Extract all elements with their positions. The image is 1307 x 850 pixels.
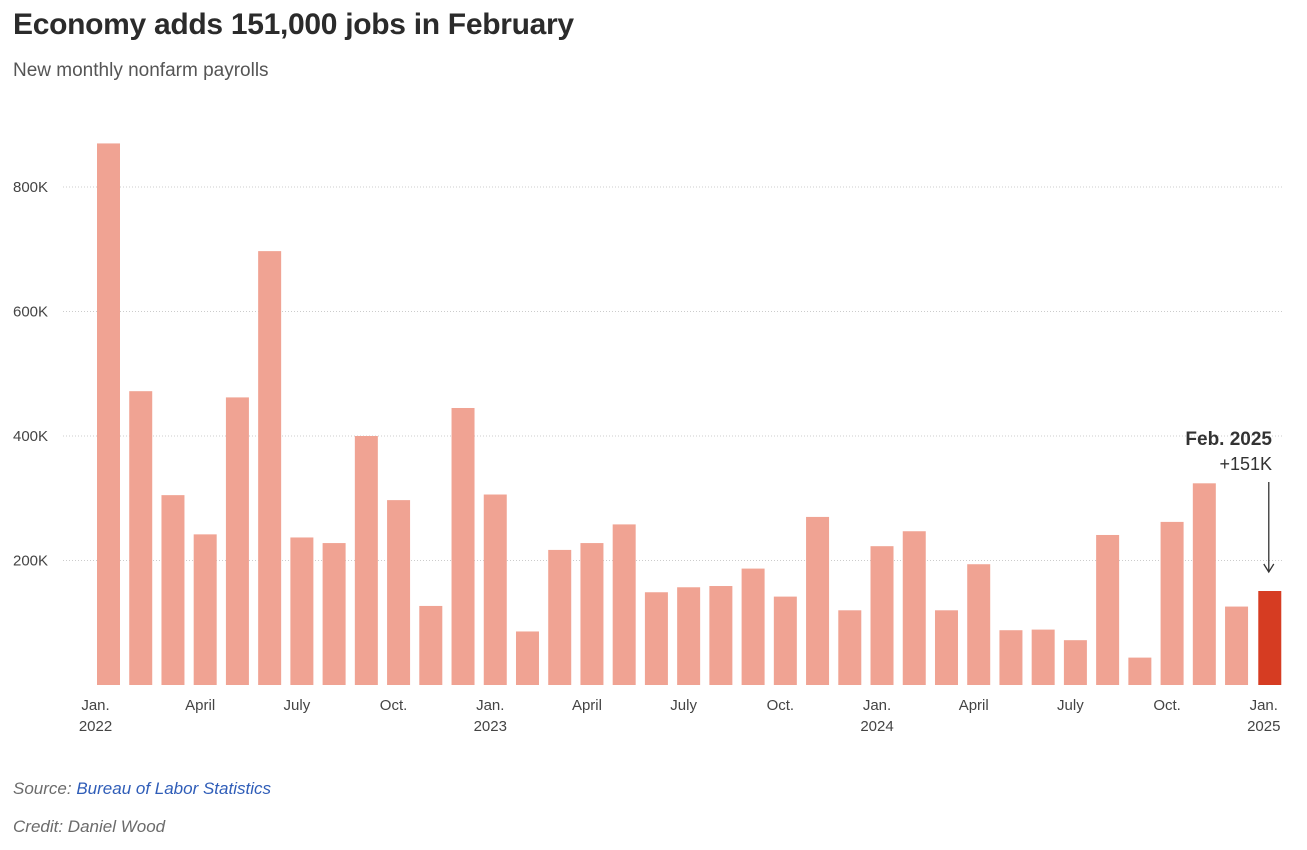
bar-chart: 200K 400K 600K 800K Jan. 2022 April July Oct. Jan… [13, 143, 1283, 735]
x-tick-label: Oct. [380, 697, 408, 714]
bar [322, 543, 346, 685]
bar [290, 537, 314, 685]
source-link[interactable]: Bureau of Labor Statistics [76, 779, 271, 798]
bar [193, 534, 217, 685]
source-line: Source: Bureau of Labor Statistics [13, 779, 271, 799]
x-tick-label: July [1057, 697, 1084, 714]
bar [161, 495, 185, 685]
x-tick-year-label: 2022 [79, 718, 112, 735]
bar [1160, 521, 1184, 685]
bar [419, 605, 443, 685]
bar [1096, 534, 1120, 685]
x-tick-label: July [284, 697, 311, 714]
bar [709, 586, 733, 685]
x-tick-label: Oct. [1153, 697, 1181, 714]
bar [387, 500, 411, 685]
bar [870, 546, 894, 685]
x-tick-label: Oct. [767, 697, 795, 714]
bar [999, 630, 1023, 685]
x-tick-label: July [670, 697, 697, 714]
bar [967, 564, 991, 685]
bar [1063, 640, 1087, 685]
annotation-value: +151K [1219, 454, 1272, 474]
bar [548, 549, 572, 685]
x-tick-label: Jan. [476, 697, 504, 714]
bar [934, 610, 958, 685]
source-label: Source: [13, 779, 72, 798]
annotation-title: Feb. 2025 [1185, 429, 1272, 450]
bar [483, 494, 507, 685]
bar [902, 531, 926, 685]
x-tick-label: Jan. [1250, 697, 1278, 714]
bar [580, 543, 604, 685]
x-tick-label: Jan. [863, 697, 891, 714]
bar [515, 631, 539, 685]
credit-line: Credit: Daniel Wood [13, 817, 166, 836]
bar [1192, 483, 1216, 685]
x-tick-label: April [572, 697, 602, 714]
bar [741, 568, 765, 685]
bar [129, 391, 153, 685]
bar [612, 524, 636, 685]
annotation-arrow-head [1263, 563, 1275, 574]
bar [451, 407, 475, 685]
highlight-bar [1258, 591, 1282, 685]
bar [258, 251, 282, 685]
y-tick-label: 800K [13, 179, 48, 196]
bar [773, 596, 797, 685]
bar [677, 587, 701, 685]
bar [1225, 606, 1249, 685]
x-tick-year-label: 2025 [1247, 718, 1280, 735]
bar [838, 610, 862, 685]
y-tick-label: 400K [13, 428, 48, 445]
chart-title: Economy adds 151,000 jobs in February [13, 8, 574, 41]
bar [806, 516, 830, 685]
x-tick-label: April [959, 697, 989, 714]
bar [1128, 657, 1152, 685]
bar [644, 592, 668, 685]
x-tick-label: Jan. [81, 697, 109, 714]
x-tick-label: April [185, 697, 215, 714]
bar [354, 436, 378, 685]
chart-subtitle: New monthly nonfarm payrolls [13, 60, 269, 81]
bar [97, 143, 120, 686]
x-tick-year-label: 2023 [474, 718, 507, 735]
y-tick-label: 200K [13, 553, 48, 570]
y-tick-label: 600K [13, 304, 48, 321]
x-tick-year-label: 2024 [860, 718, 893, 735]
bar [225, 397, 249, 685]
bar [1031, 629, 1055, 685]
